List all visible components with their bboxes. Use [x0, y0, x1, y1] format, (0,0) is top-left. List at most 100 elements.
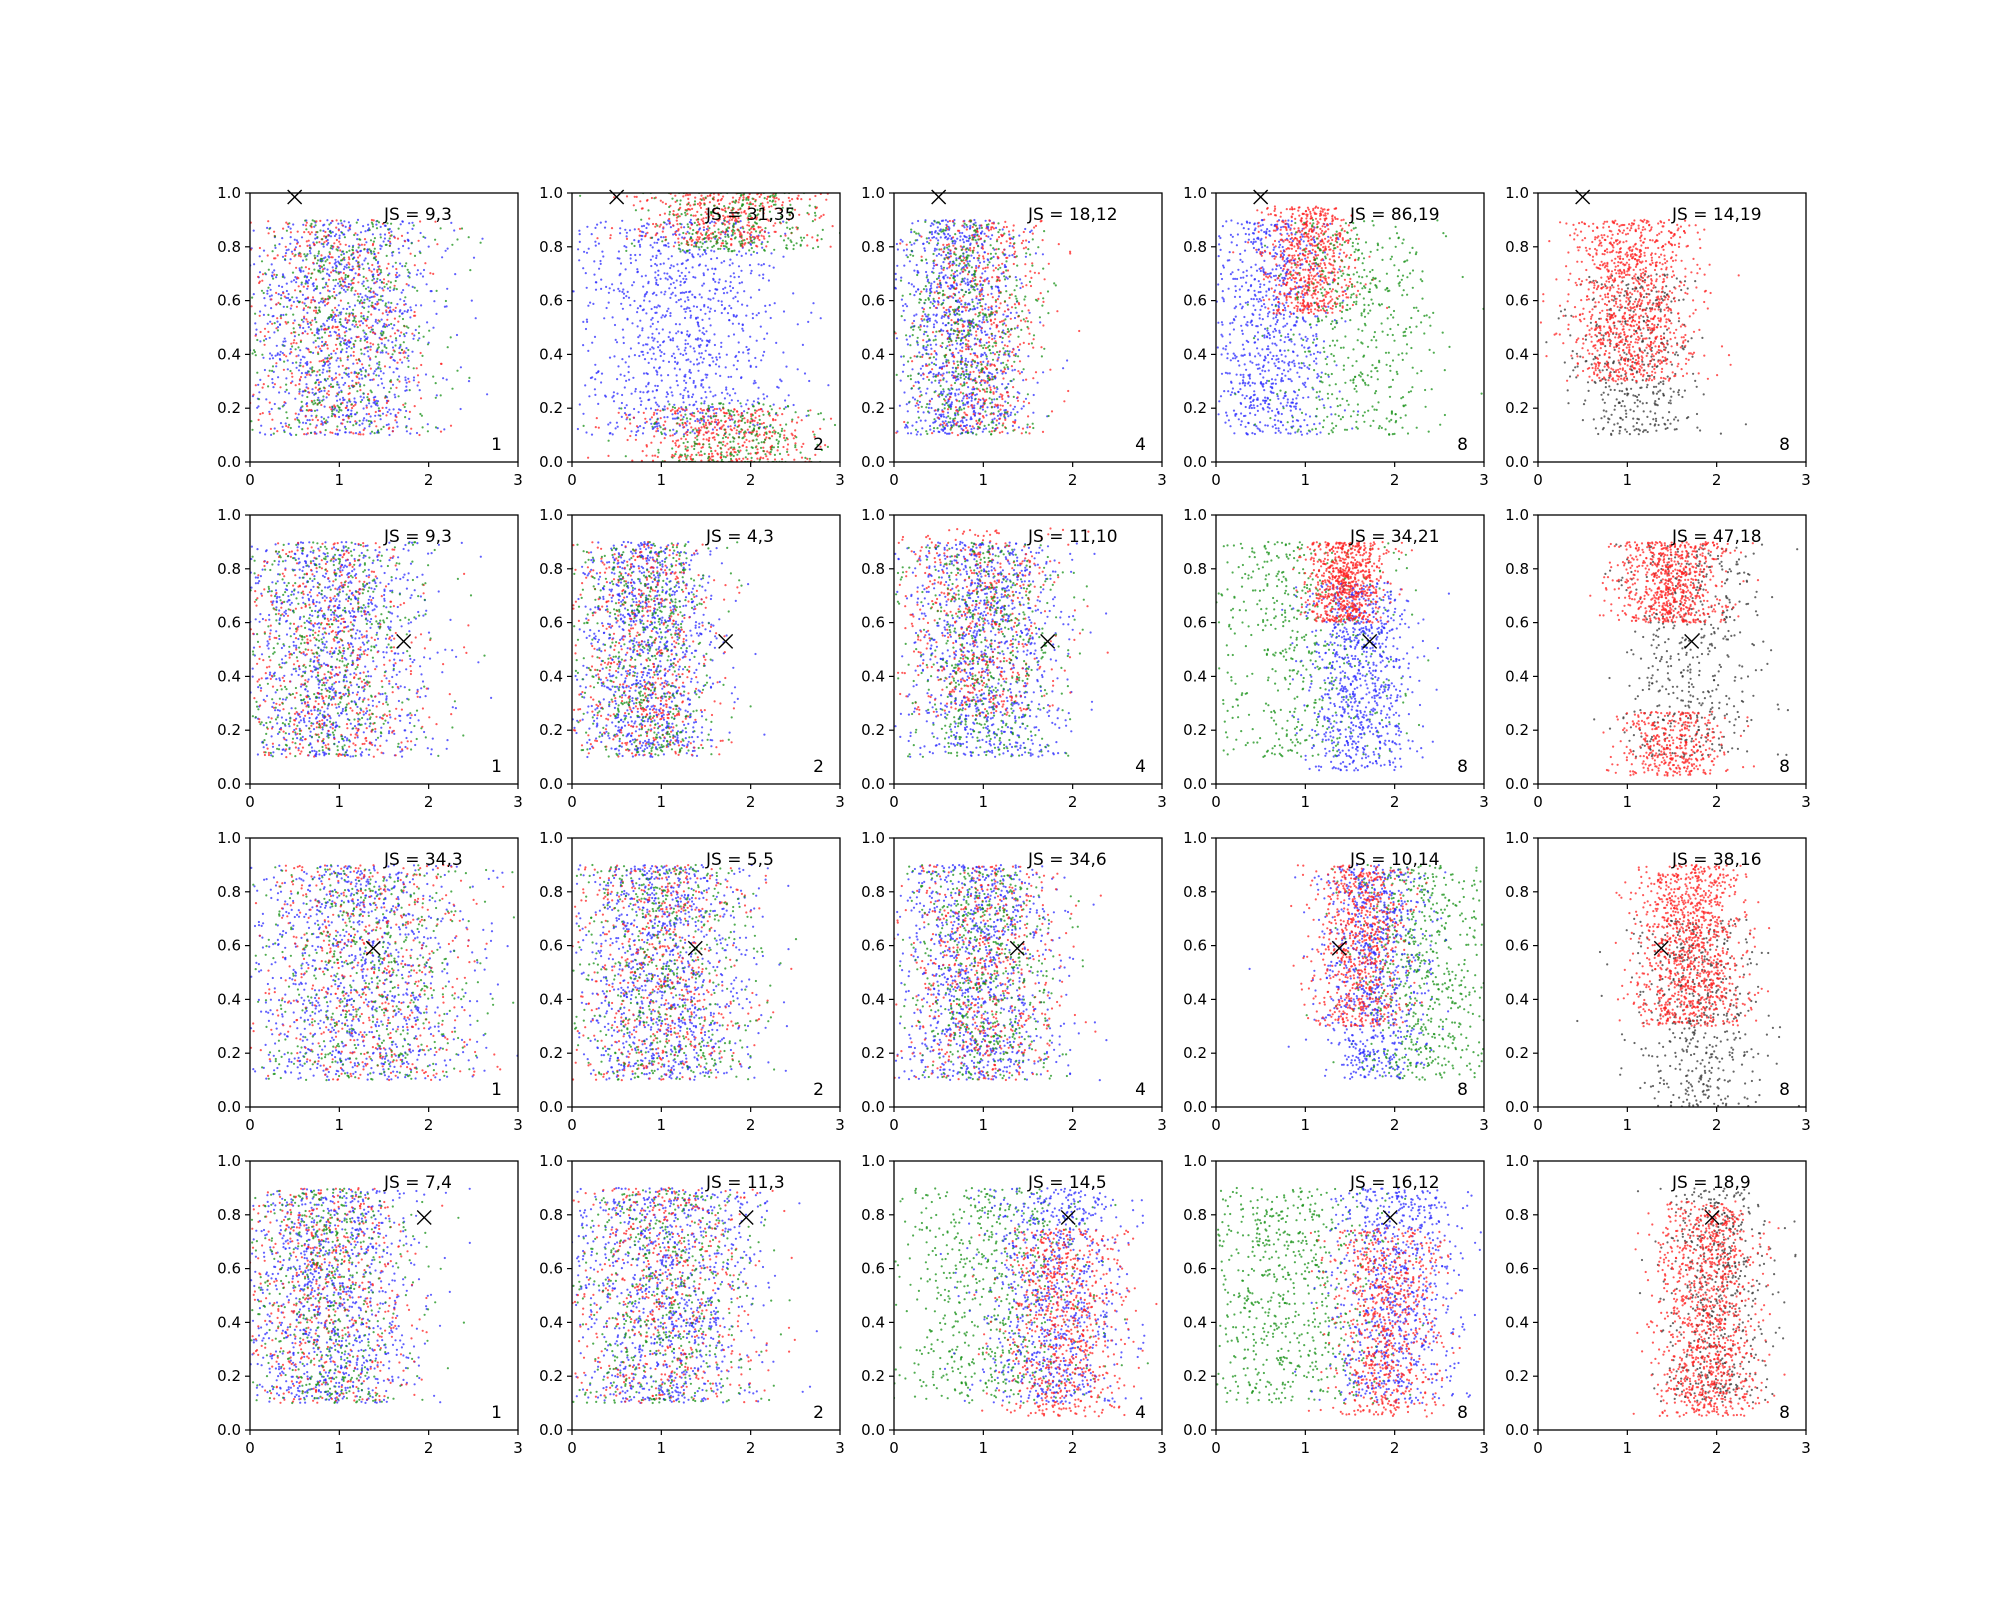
scatter-point — [306, 287, 309, 290]
scatter-point — [702, 274, 706, 277]
scatter-point — [271, 322, 274, 325]
scatter-point — [751, 235, 754, 238]
scatter-point — [971, 388, 974, 391]
scatter-point — [419, 220, 422, 223]
scatter-point — [775, 196, 778, 200]
scatter-point — [392, 371, 395, 374]
scatter-point — [348, 226, 351, 230]
scatter-point — [270, 307, 273, 310]
scatter-point — [385, 323, 388, 326]
scatter-point — [347, 256, 350, 259]
scatter-point — [791, 226, 794, 229]
scatter-point — [280, 294, 283, 297]
scatter-point — [648, 217, 651, 220]
scatter-point — [579, 194, 582, 197]
scatter-point — [693, 432, 696, 435]
scatter-point — [687, 396, 690, 399]
scatter-point — [723, 219, 726, 222]
scatter-point — [782, 255, 785, 258]
scatter-point — [327, 317, 330, 320]
scatter-point — [335, 219, 338, 222]
scatter-point — [698, 293, 701, 296]
scatter-point — [763, 337, 766, 340]
scatter-point — [345, 414, 348, 418]
scatter-point — [314, 233, 317, 236]
scatter-point — [686, 440, 689, 444]
scatter-point — [708, 386, 711, 389]
scatter-point — [631, 322, 634, 325]
scatter-point — [771, 194, 774, 197]
scatter-point — [366, 315, 369, 319]
scatter-point — [625, 195, 629, 198]
scatter-point — [729, 216, 732, 219]
scatter-point — [379, 414, 382, 417]
scatter-point — [686, 420, 689, 423]
scatter-point — [369, 357, 372, 360]
scatter-point — [265, 398, 268, 401]
scatter-point — [287, 248, 290, 251]
scatter-point — [639, 403, 643, 406]
scatter-point — [700, 426, 703, 429]
scatter-point — [910, 243, 913, 246]
scatter-point — [689, 208, 692, 211]
scatter-point — [628, 355, 631, 358]
scatter-point — [805, 414, 808, 417]
scatter-point — [379, 269, 382, 272]
scatter-point — [928, 403, 931, 406]
scatter-point — [586, 225, 589, 228]
scatter-point — [258, 391, 261, 394]
scatter-point — [337, 410, 340, 414]
scatter-point — [684, 448, 687, 451]
scatter-point — [363, 339, 366, 342]
scatter-point — [357, 358, 360, 361]
scatter-point — [387, 301, 390, 304]
scatter-point — [341, 348, 344, 351]
scatter-point — [697, 451, 700, 454]
scatter-point — [321, 340, 324, 343]
scatter-point — [715, 356, 718, 359]
scatter-point — [305, 221, 308, 224]
scatter-point — [772, 199, 775, 202]
scatter-point — [362, 267, 365, 270]
scatter-point — [992, 264, 995, 267]
scatter-point — [584, 272, 587, 275]
scatter-point — [397, 247, 400, 250]
scatter-point — [984, 303, 987, 306]
scatter-point — [406, 238, 409, 241]
scatter-point — [733, 427, 736, 430]
scatter-point — [294, 348, 297, 351]
scatter-point — [293, 339, 296, 342]
scatter-point — [773, 230, 776, 233]
scatter-point — [684, 421, 687, 424]
scatter-point — [271, 378, 274, 381]
scatter-point — [730, 415, 733, 418]
scatter-point — [684, 274, 687, 278]
scatter-point — [668, 205, 671, 209]
scatter-point — [761, 246, 764, 249]
scatter-point — [1003, 265, 1007, 269]
scatter-point — [281, 255, 285, 258]
scatter-point — [275, 362, 278, 365]
scatter-point — [311, 391, 314, 394]
scatter-point — [316, 409, 319, 412]
scatter-point — [715, 407, 719, 411]
scatter-point — [761, 410, 764, 413]
scatter-point — [683, 425, 686, 429]
scatter-point — [738, 198, 741, 201]
scatter-point — [741, 199, 745, 202]
scatter-point — [657, 274, 660, 277]
scatter-point — [685, 381, 688, 384]
scatter-point — [925, 363, 928, 366]
scatter-point — [673, 417, 677, 420]
scatter-point — [275, 327, 278, 330]
scatter-point — [621, 358, 624, 361]
scatter-point — [285, 355, 288, 358]
scatter-point — [680, 271, 683, 274]
scatter-point — [339, 299, 342, 302]
scatter-point — [322, 364, 326, 367]
scatter-point — [358, 254, 361, 257]
scatter-point — [655, 222, 658, 226]
scatter-point — [677, 299, 680, 302]
scatter-point — [712, 244, 716, 247]
scatter-point — [636, 268, 639, 271]
